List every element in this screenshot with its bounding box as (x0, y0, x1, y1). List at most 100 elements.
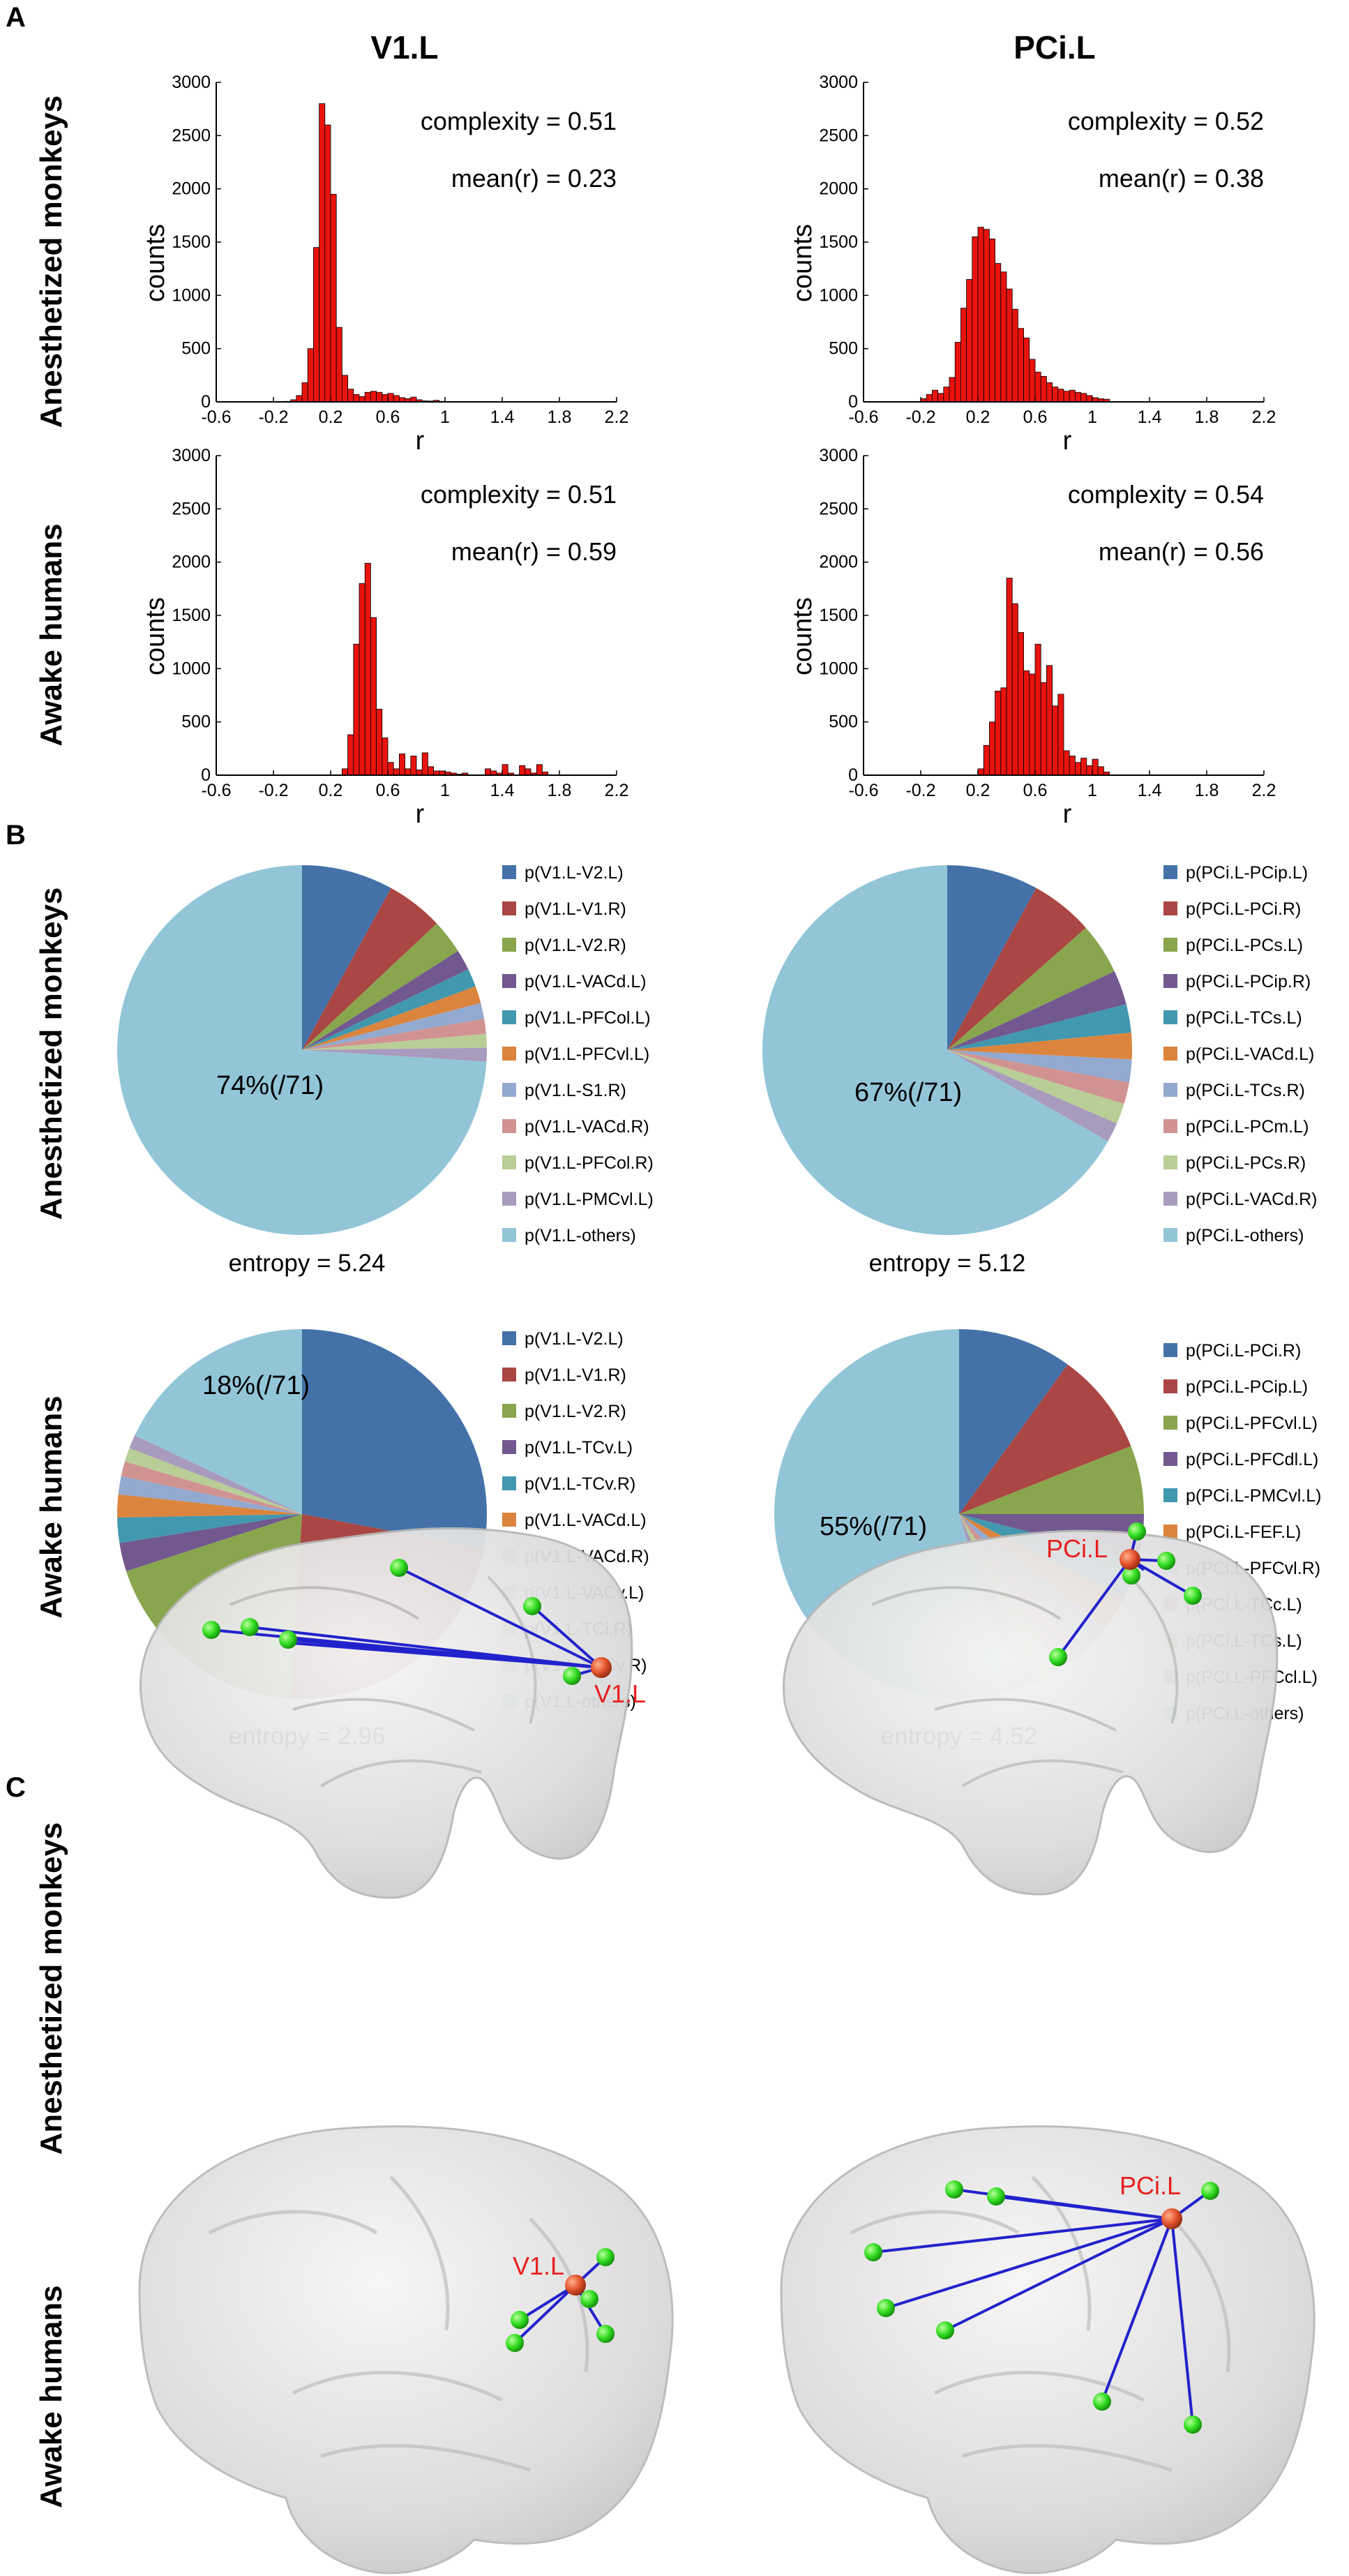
histogram-bar (1034, 643, 1041, 776)
legend-label: p(PCi.L-PCi.R) (1186, 899, 1301, 919)
pie-slice (135, 1328, 302, 1514)
row-label-b-monkeys: Anesthetized monkeys (34, 888, 68, 1220)
pie-slice (119, 1514, 303, 1571)
y-tick-label: 0 (201, 392, 211, 412)
histogram-bar (1052, 387, 1059, 403)
node (596, 2248, 615, 2266)
histogram-bar (485, 768, 492, 776)
node (506, 2334, 524, 2352)
legend-label: p(V1.L-TCv.R) (525, 1474, 635, 1494)
x-tick-label: 0.6 (1023, 407, 1048, 427)
histogram-bar (1040, 682, 1047, 776)
y-tick-label: 3000 (172, 73, 211, 92)
node (1184, 2416, 1202, 2434)
x-tick-label: 1 (440, 407, 450, 427)
legend-swatch (1163, 1083, 1177, 1097)
histogram-bar (347, 734, 354, 776)
y-tick-label: 500 (181, 712, 211, 732)
node (936, 2321, 954, 2339)
histogram-bar (301, 382, 308, 403)
node (864, 2243, 882, 2261)
pie-center-label: 67%(/71) (854, 1078, 962, 1107)
x-tick-label: 1.4 (490, 407, 515, 427)
y-tick-label: 1500 (172, 606, 211, 625)
histogram-bar (416, 769, 423, 776)
pie-center-label: 55%(/71) (820, 1512, 927, 1541)
histogram-bar (353, 394, 360, 403)
network-human-v1l: V1.L (506, 2248, 615, 2352)
y-tick-label: 1000 (172, 659, 211, 678)
seed-node (565, 2275, 586, 2296)
legend-swatch (1163, 1343, 1177, 1357)
node (523, 1597, 541, 1615)
legend-label: p(PCi.L-PMCvl.L) (1186, 1486, 1321, 1506)
legend-label: p(PCi.L-FEF.L) (1186, 1522, 1301, 1542)
legend-label: p(V1.L-PFCol.L) (525, 1008, 651, 1028)
pie-slice (302, 1019, 486, 1050)
brain-outline (783, 1529, 1279, 1896)
edge (531, 1605, 603, 1669)
brain-monkey-pcil (783, 1529, 1279, 1896)
edge (885, 2217, 1173, 2309)
edge (995, 2195, 1173, 2220)
histogram-bar (1063, 750, 1070, 776)
x-tick-label: 1.8 (1195, 407, 1219, 427)
histogram-bar (937, 393, 944, 403)
legend-swatch (1163, 1047, 1177, 1061)
edge (1101, 2218, 1173, 2402)
x-axis-label: r (416, 426, 425, 456)
row-label-c-humans: Awake humans (34, 2285, 68, 2508)
y-axis-label: counts (141, 597, 170, 675)
histogram-bar (995, 690, 1002, 776)
x-axis-label: r (1063, 800, 1072, 829)
x-tick-label: 1.4 (1138, 781, 1162, 800)
histogram-bar (353, 643, 360, 776)
node (241, 1618, 259, 1636)
legend-label: p(PCi.L-VACd.R) (1186, 1190, 1317, 1209)
y-tick-label: 2500 (172, 126, 211, 145)
network-monkey-pcil: PCi.L (1046, 1522, 1202, 1666)
edge (944, 2217, 1173, 2332)
node (1128, 1522, 1146, 1541)
pie-slice (947, 1004, 1131, 1050)
histogram-bar (319, 103, 326, 403)
histogram-bar (949, 377, 956, 403)
edge (398, 1566, 602, 1669)
histogram-bar (983, 229, 990, 403)
histogram-bar (364, 562, 371, 776)
column-title-pcil: PCi.L (1013, 29, 1096, 66)
entropy-caption: entropy = 5.12 (869, 1250, 1026, 1277)
legend-swatch (1163, 901, 1177, 915)
legend-label: p(PCi.L-PCs.R) (1186, 1153, 1306, 1173)
node (1093, 2392, 1111, 2411)
histogram-bar (1086, 765, 1093, 776)
y-tick-label: 500 (829, 339, 858, 359)
legend-swatch (502, 1155, 516, 1169)
histogram-bar (387, 762, 394, 776)
histogram-bar (1006, 578, 1013, 776)
legend-swatch (1163, 1155, 1177, 1169)
node (202, 1621, 220, 1639)
pie-slice (302, 1047, 487, 1062)
x-tick-label: 1.4 (1138, 407, 1162, 427)
histogram-bar (943, 387, 950, 403)
pie-slice (947, 1050, 1129, 1104)
edge (292, 1642, 602, 1669)
x-tick-label: -0.2 (258, 407, 288, 427)
histogram-bar (1029, 359, 1036, 403)
x-tick-label: 0.2 (966, 407, 990, 427)
y-tick-label: 2000 (172, 179, 211, 199)
histogram-bar (393, 395, 400, 403)
histogram-bar (1011, 603, 1018, 776)
pie-slice (302, 1003, 485, 1050)
y-tick-label: 1000 (819, 659, 858, 678)
edge (873, 2217, 1173, 2254)
histogram-bar (341, 768, 348, 776)
histogram-1-0: -0.6 -0.2 0.2 0.6 1 1.4 1.8 2.2 0 500 1000 1500 2000… (141, 446, 628, 829)
legend-label: p(V1.L-VACd.R) (525, 1117, 649, 1137)
histogram-bar (1000, 687, 1007, 776)
row-label-a-humans: Awake humans (34, 523, 68, 747)
y-tick-label: 1500 (819, 232, 858, 252)
legend-swatch (502, 1010, 516, 1024)
legend-swatch (502, 1228, 516, 1242)
